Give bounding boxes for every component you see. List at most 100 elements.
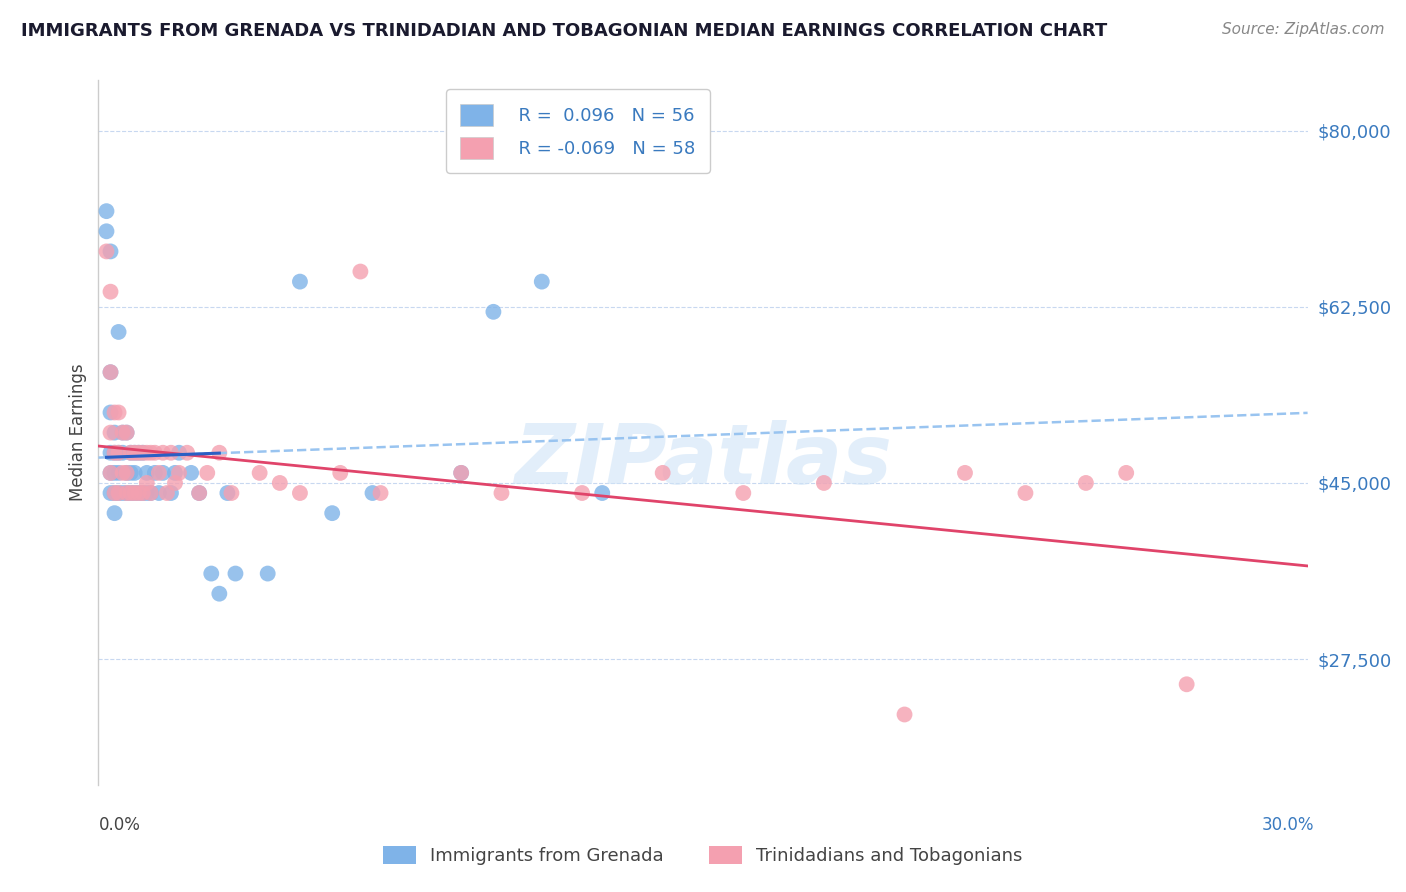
Point <box>571 486 593 500</box>
Point <box>167 466 190 480</box>
Point <box>107 405 129 419</box>
Point <box>107 486 129 500</box>
Point <box>813 475 835 490</box>
Point <box>124 486 146 500</box>
Point <box>160 446 183 460</box>
Text: Source: ZipAtlas.com: Source: ZipAtlas.com <box>1222 22 1385 37</box>
Legend:   R =  0.096   N = 56,   R = -0.069   N = 58: R = 0.096 N = 56, R = -0.069 N = 58 <box>446 89 710 173</box>
Point <box>107 446 129 460</box>
Point <box>124 466 146 480</box>
Point <box>148 486 170 500</box>
Point <box>103 446 125 460</box>
Text: ZIPatlas: ZIPatlas <box>515 420 891 501</box>
Point <box>733 486 755 500</box>
Point <box>132 446 155 460</box>
Point <box>100 446 122 460</box>
Point <box>100 405 122 419</box>
Point <box>115 486 138 500</box>
Point <box>100 466 122 480</box>
Point <box>103 486 125 500</box>
Point <box>103 466 125 480</box>
Point <box>107 325 129 339</box>
Point <box>103 486 125 500</box>
Point <box>120 486 142 500</box>
Point <box>288 486 311 500</box>
Point <box>107 446 129 460</box>
Point <box>120 466 142 480</box>
Point <box>135 446 157 460</box>
Point <box>124 446 146 460</box>
Point <box>107 486 129 500</box>
Point <box>349 264 371 278</box>
Y-axis label: Median Earnings: Median Earnings <box>69 364 87 501</box>
Point <box>180 466 202 480</box>
Point <box>115 466 138 480</box>
Point <box>224 566 246 581</box>
Point <box>200 566 222 581</box>
Point <box>115 486 138 500</box>
Point <box>208 446 231 460</box>
Point <box>103 405 125 419</box>
Point <box>163 475 186 490</box>
Point <box>103 506 125 520</box>
Point <box>120 486 142 500</box>
Point <box>132 446 155 460</box>
Point <box>321 506 343 520</box>
Point <box>115 425 138 440</box>
Point <box>176 446 198 460</box>
Point <box>139 486 162 500</box>
Point <box>128 446 150 460</box>
Point <box>152 466 174 480</box>
Point <box>1074 475 1097 490</box>
Point <box>249 466 271 480</box>
Point <box>120 446 142 460</box>
Point <box>128 486 150 500</box>
Point <box>135 486 157 500</box>
Point <box>482 305 505 319</box>
Point <box>217 486 239 500</box>
Point <box>100 486 122 500</box>
Point <box>167 446 190 460</box>
Point <box>135 466 157 480</box>
Point <box>124 486 146 500</box>
Point <box>361 486 384 500</box>
Point <box>128 486 150 500</box>
Point <box>1115 466 1137 480</box>
Point <box>128 446 150 460</box>
Point <box>96 204 118 219</box>
Point <box>100 285 122 299</box>
Point <box>107 466 129 480</box>
Text: IMMIGRANTS FROM GRENADA VS TRINIDADIAN AND TOBAGONIAN MEDIAN EARNINGS CORRELATIO: IMMIGRANTS FROM GRENADA VS TRINIDADIAN A… <box>21 22 1108 40</box>
Point <box>111 425 134 440</box>
Point <box>329 466 352 480</box>
Point <box>103 446 125 460</box>
Point <box>530 275 553 289</box>
Point <box>450 466 472 480</box>
Point <box>160 486 183 500</box>
Point <box>148 466 170 480</box>
Point <box>100 365 122 379</box>
Point <box>115 425 138 440</box>
Point <box>100 365 122 379</box>
Point <box>256 566 278 581</box>
Point <box>221 486 243 500</box>
Point <box>111 466 134 480</box>
Point <box>143 466 166 480</box>
Point <box>591 486 613 500</box>
Point <box>208 587 231 601</box>
Point <box>100 466 122 480</box>
Point <box>132 486 155 500</box>
Point <box>124 446 146 460</box>
Point <box>288 275 311 289</box>
Point <box>120 446 142 460</box>
Point <box>491 486 513 500</box>
Point <box>1014 486 1036 500</box>
Point <box>1175 677 1198 691</box>
Point <box>152 446 174 460</box>
Point <box>188 486 211 500</box>
Point <box>450 466 472 480</box>
Point <box>953 466 976 480</box>
Point <box>111 486 134 500</box>
Point <box>103 425 125 440</box>
Text: 30.0%: 30.0% <box>1263 816 1315 834</box>
